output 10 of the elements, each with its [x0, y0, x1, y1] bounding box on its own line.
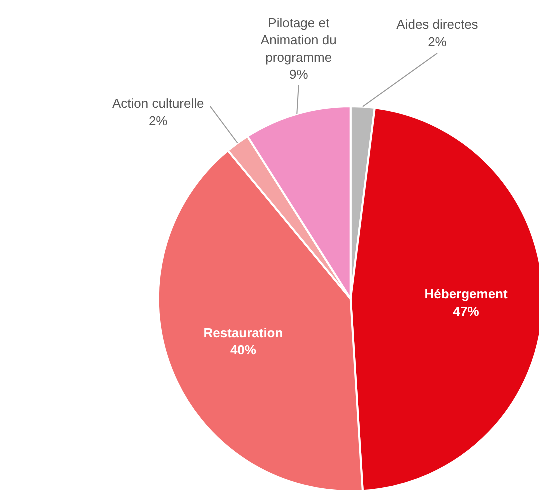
slice-label: Aides directes	[396, 17, 479, 32]
data-label: 40%	[230, 342, 257, 358]
slice-label: Restauration	[204, 325, 284, 340]
slice-label: Hébergement	[424, 286, 509, 302]
data-label: 2%	[428, 34, 448, 50]
slice-label: Pilotage et Animation du programme	[260, 15, 337, 65]
slice-label: Action culturelle	[112, 96, 204, 112]
data-label: 2%	[148, 113, 168, 128]
data-label: 9%	[289, 67, 309, 82]
data-label: 47%	[453, 304, 480, 319]
